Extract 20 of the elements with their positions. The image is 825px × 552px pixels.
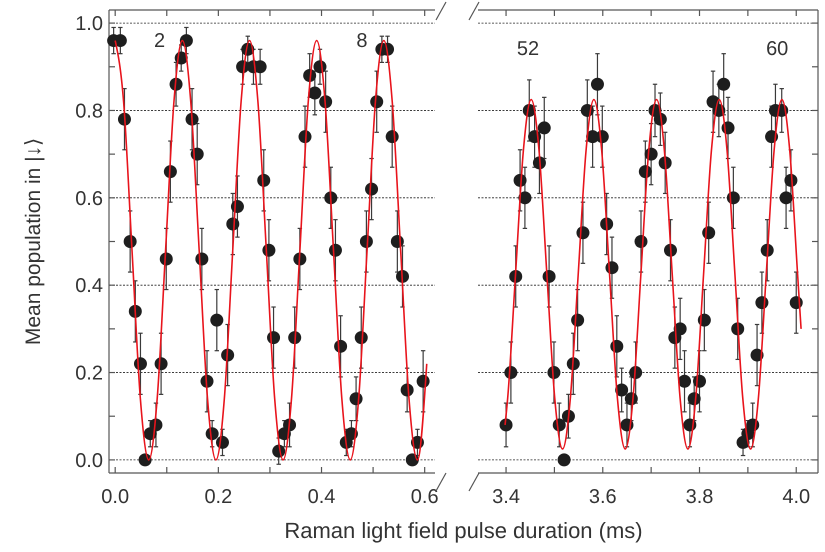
x-axis-title: Raman light field pulse duration (ms) — [284, 518, 643, 543]
annotation: 60 — [766, 38, 788, 60]
annotation: 52 — [516, 38, 540, 60]
x-tick-label: 3.6 — [588, 486, 617, 508]
y-tick-label: 0.4 — [75, 275, 103, 298]
x-tick-label: 0.6 — [410, 486, 439, 508]
x-tick-label: 0.4 — [308, 486, 336, 508]
annotation: 2 — [154, 30, 166, 52]
x-tick-label: 3.4 — [492, 486, 520, 508]
x-tick-label: 3.8 — [686, 486, 714, 508]
annotation: 8 — [356, 30, 368, 52]
x-tick-label: 0.2 — [204, 486, 232, 508]
y-tick-label: 0.0 — [75, 450, 103, 472]
y-tick-label: 0.6 — [75, 188, 103, 210]
x-tick-label: 4.0 — [782, 486, 810, 508]
x-tick-label: 0.0 — [101, 486, 130, 508]
y-axis-title: Mean population in |↓⟩ — [22, 138, 45, 346]
y-tick-label: 0.8 — [75, 100, 103, 122]
y-tick-label: 1.0 — [75, 13, 103, 36]
y-tick-label: 0.2 — [75, 362, 103, 385]
